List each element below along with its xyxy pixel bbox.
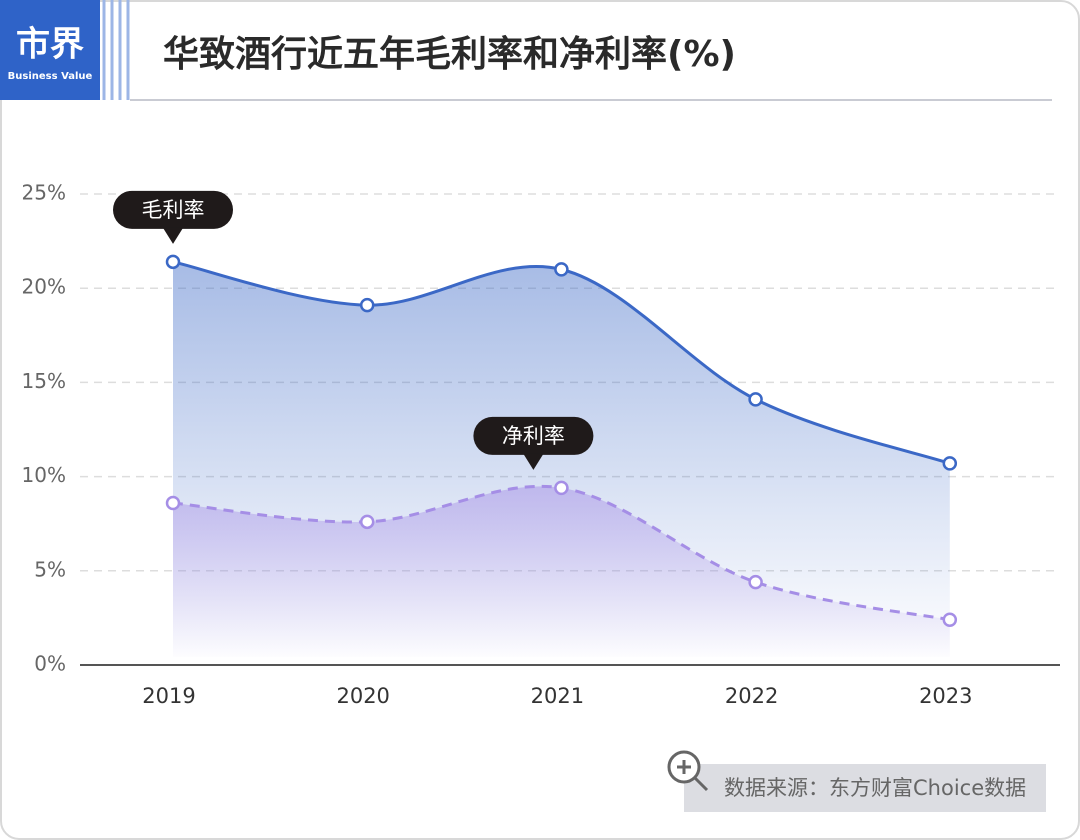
point bbox=[165, 495, 181, 511]
point bbox=[942, 456, 958, 471]
logo-stripes bbox=[102, 0, 130, 100]
chart-title: 华致酒行近五年毛利率和净利率(%) bbox=[163, 34, 736, 75]
point bbox=[554, 480, 569, 496]
callout-pointer bbox=[523, 453, 544, 470]
y-tick-label: 20% bbox=[22, 275, 66, 299]
legend-label: 毛利率 bbox=[142, 198, 205, 222]
point bbox=[359, 514, 375, 530]
y-tick-label: 5% bbox=[34, 557, 66, 581]
x-tick-label: 2023 bbox=[919, 684, 972, 708]
point bbox=[748, 392, 763, 407]
x-tick-label: 2022 bbox=[725, 684, 778, 708]
logo-box bbox=[0, 0, 100, 100]
source-box bbox=[684, 764, 1046, 812]
x-tick-label: 2021 bbox=[531, 684, 584, 708]
point bbox=[359, 297, 375, 313]
y-tick-label: 15% bbox=[22, 369, 66, 393]
source-note: 数据来源：东方财富Choice数据 bbox=[724, 776, 1026, 800]
y-tick-label: 25% bbox=[22, 181, 66, 205]
point bbox=[165, 254, 181, 270]
x-tick-label: 2020 bbox=[336, 684, 389, 708]
callout-box bbox=[113, 190, 233, 229]
logo: 市界 bbox=[16, 25, 84, 65]
logo-sub: Business Value bbox=[8, 71, 93, 82]
x-tick-label: 2019 bbox=[142, 684, 195, 708]
y-tick-label: 10% bbox=[22, 463, 66, 487]
point bbox=[748, 574, 763, 590]
callout-box bbox=[473, 416, 594, 455]
y-tick-label: 0% bbox=[34, 652, 66, 676]
legend-label: 净利率 bbox=[502, 424, 565, 448]
callout-pointer bbox=[163, 227, 183, 244]
magnifier-icon bbox=[667, 750, 709, 792]
point bbox=[942, 612, 958, 628]
point bbox=[554, 262, 569, 277]
